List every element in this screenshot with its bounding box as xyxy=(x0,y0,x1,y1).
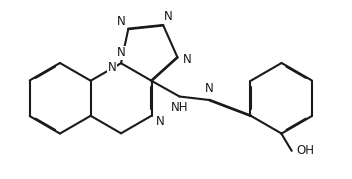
Text: OH: OH xyxy=(296,144,314,157)
Text: N: N xyxy=(156,115,165,128)
Text: N: N xyxy=(205,82,214,95)
Text: N: N xyxy=(183,53,191,66)
Text: N: N xyxy=(164,10,172,23)
Text: N: N xyxy=(108,61,117,74)
Text: N: N xyxy=(117,46,125,59)
Text: N: N xyxy=(117,15,126,28)
Text: NH: NH xyxy=(171,101,188,114)
